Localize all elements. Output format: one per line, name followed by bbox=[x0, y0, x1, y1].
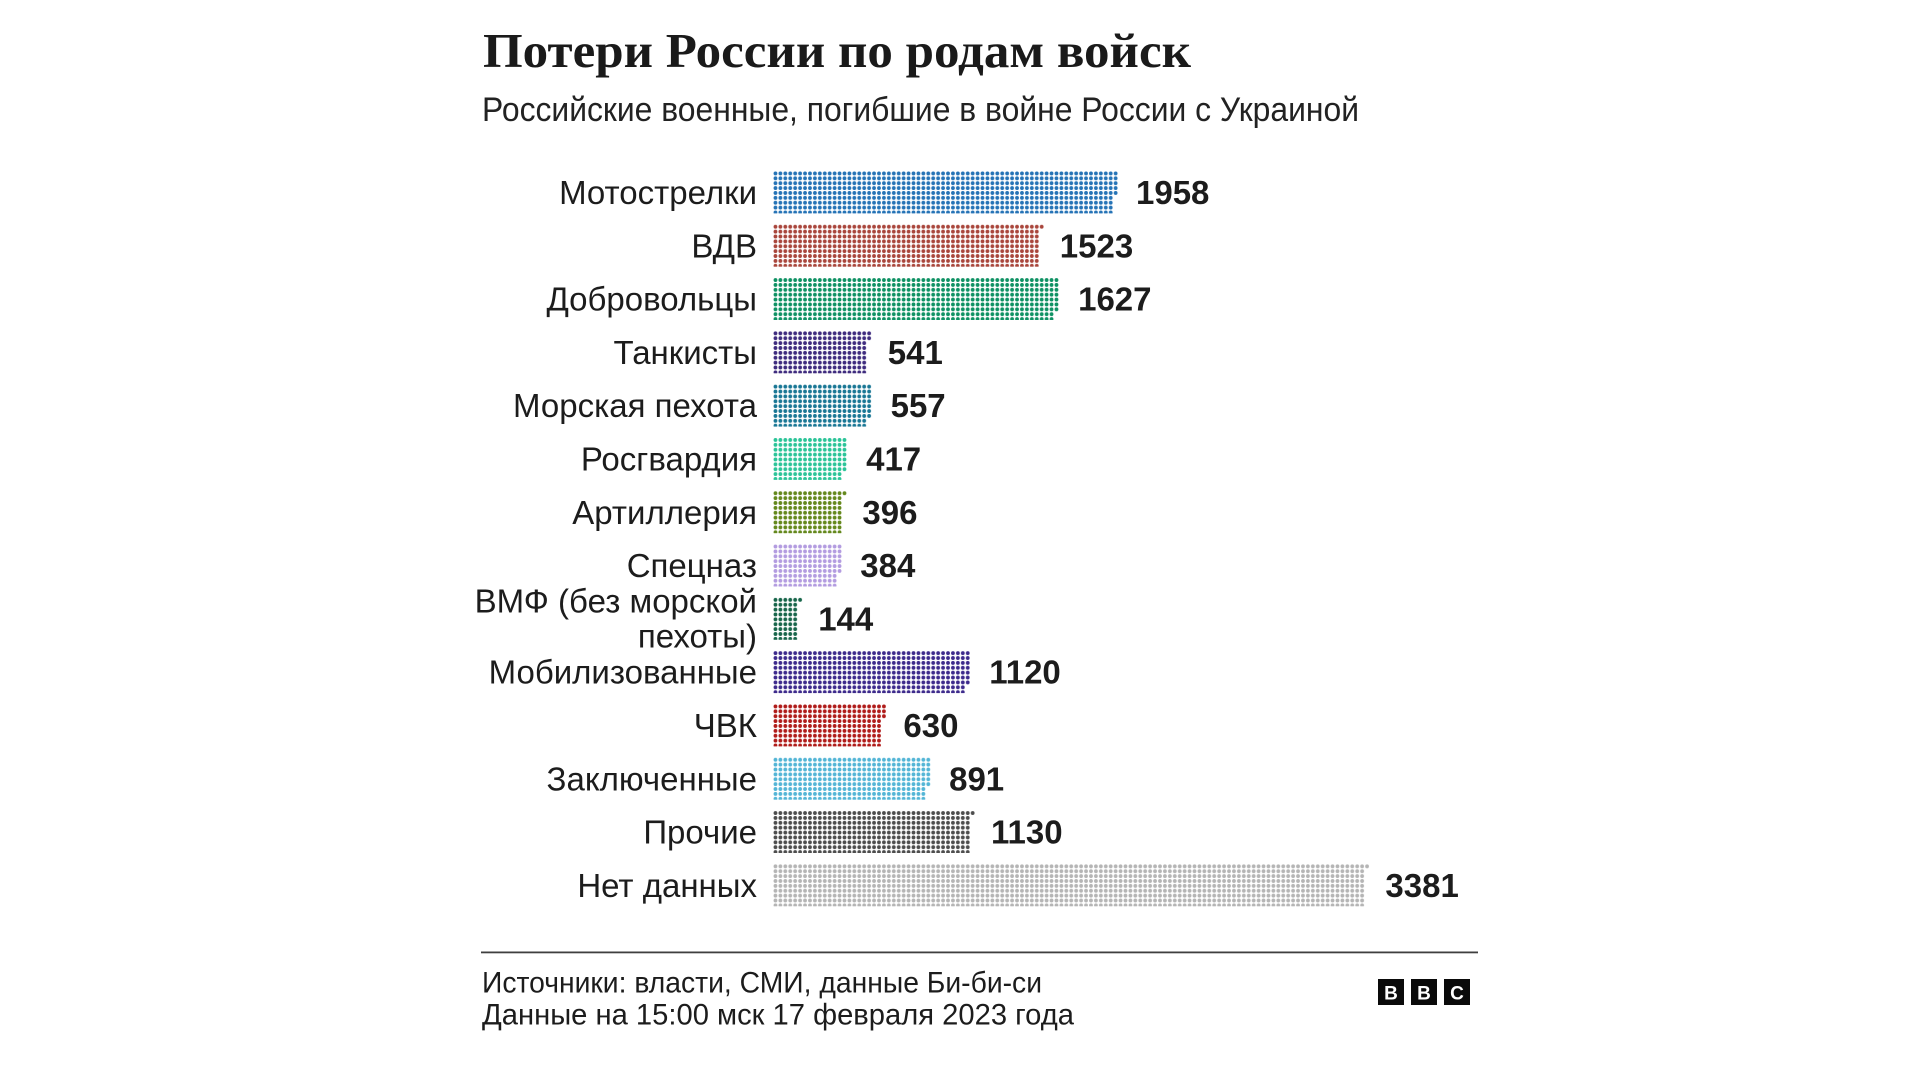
svg-text:1120: 1120 bbox=[989, 654, 1061, 691]
svg-text:3381: 3381 bbox=[1385, 867, 1458, 904]
svg-text:Добровольцы: Добровольцы bbox=[546, 281, 757, 318]
svg-text:Танкисты: Танкисты bbox=[614, 334, 757, 371]
svg-text:Заключенные: Заключенные bbox=[547, 760, 757, 797]
svg-text:396: 396 bbox=[862, 494, 917, 531]
svg-text:пехоты): пехоты) bbox=[638, 618, 757, 655]
svg-text:ВМФ (без морской: ВМФ (без морской bbox=[475, 583, 757, 620]
svg-text:1958: 1958 bbox=[1136, 174, 1209, 211]
svg-text:Нет данных: Нет данных bbox=[577, 867, 757, 904]
svg-text:Мотострелки: Мотострелки bbox=[559, 174, 757, 211]
svg-text:1130: 1130 bbox=[991, 814, 1063, 851]
svg-text:ЧВК: ЧВК bbox=[694, 707, 758, 744]
svg-text:541: 541 bbox=[888, 334, 943, 371]
svg-text:Морская пехота: Морская пехота bbox=[513, 387, 758, 424]
svg-text:B: B bbox=[1417, 984, 1431, 1005]
svg-text:1627: 1627 bbox=[1078, 281, 1151, 318]
svg-text:Источники: власти, СМИ, данные: Источники: власти, СМИ, данные Би-би-си bbox=[482, 967, 1042, 1000]
svg-text:557: 557 bbox=[891, 387, 946, 424]
svg-text:630: 630 bbox=[903, 707, 958, 744]
svg-text:417: 417 bbox=[866, 441, 921, 478]
svg-text:Потери России по родам войск: Потери России по родам войск bbox=[483, 23, 1192, 78]
svg-text:Артиллерия: Артиллерия bbox=[572, 494, 757, 531]
svg-text:Росгвардия: Росгвардия bbox=[581, 441, 757, 478]
svg-text:Российские военные, погибшие в: Российские военные, погибшие в войне Рос… bbox=[482, 91, 1359, 129]
svg-text:B: B bbox=[1384, 984, 1398, 1005]
svg-text:384: 384 bbox=[860, 547, 916, 584]
svg-text:ВДВ: ВДВ bbox=[691, 227, 757, 264]
svg-text:Спецназ: Спецназ bbox=[627, 547, 757, 584]
svg-text:Мобилизованные: Мобилизованные bbox=[489, 654, 757, 691]
svg-text:1523: 1523 bbox=[1060, 227, 1133, 264]
svg-text:Данные на 15:00 мск 17 февраля: Данные на 15:00 мск 17 февраля 2023 года bbox=[482, 999, 1074, 1032]
svg-text:Прочие: Прочие bbox=[643, 814, 757, 851]
svg-text:C: C bbox=[1450, 984, 1464, 1005]
svg-text:891: 891 bbox=[949, 760, 1004, 797]
svg-text:144: 144 bbox=[818, 600, 874, 637]
